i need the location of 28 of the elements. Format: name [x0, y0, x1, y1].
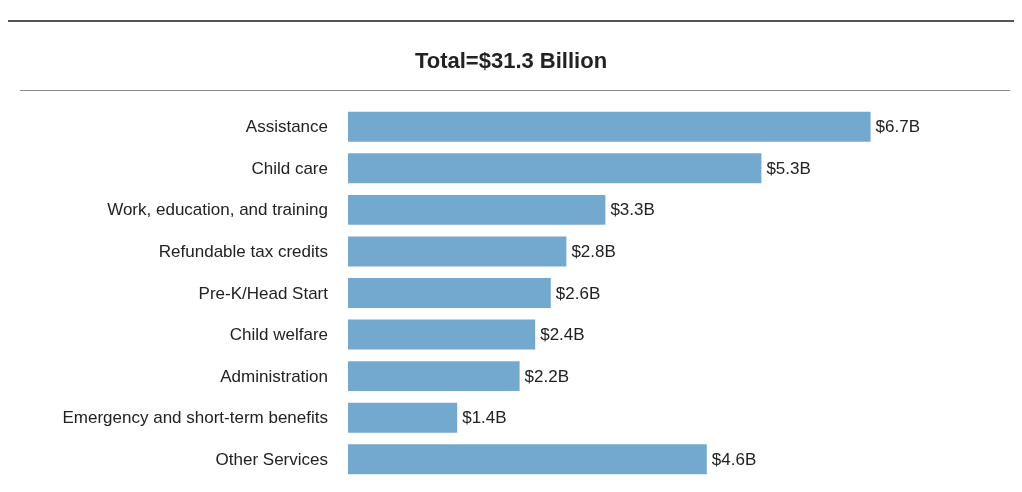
bar: [348, 444, 707, 475]
y-tick-label: Administration: [220, 366, 328, 386]
y-tick-label: Assistance: [245, 117, 328, 137]
data-label: $4.6B: [711, 449, 757, 469]
y-tick-label: Work, education, and training: [107, 200, 328, 220]
bar: [348, 361, 520, 392]
y-tick-label: Refundable tax credits: [158, 241, 328, 261]
bar: [348, 319, 536, 350]
y-tick-label: Other Services: [215, 449, 328, 469]
data-label: $6.7B: [875, 117, 921, 137]
data-label: $2.8B: [571, 241, 616, 261]
bar: [348, 153, 762, 184]
data-label: $5.3B: [766, 158, 811, 178]
y-tick-label: Child welfare: [229, 325, 328, 345]
bar: [348, 236, 567, 267]
y-tick-label: Emergency and short-term benefits: [62, 408, 328, 428]
data-label: $2.2B: [524, 366, 570, 386]
bar: [348, 194, 606, 225]
data-label: $1.4B: [462, 408, 507, 428]
y-tick-label: Pre-K/Head Start: [198, 283, 329, 303]
bar: [348, 111, 871, 142]
data-label: $3.3B: [610, 200, 655, 220]
bar: [348, 402, 458, 433]
data-label: $2.4B: [540, 325, 585, 345]
bar: [348, 278, 551, 308]
chart-title: Total=$31.3 Billion: [414, 47, 608, 73]
y-tick-label: Child care: [251, 158, 328, 178]
data-label: $2.6B: [555, 283, 601, 303]
